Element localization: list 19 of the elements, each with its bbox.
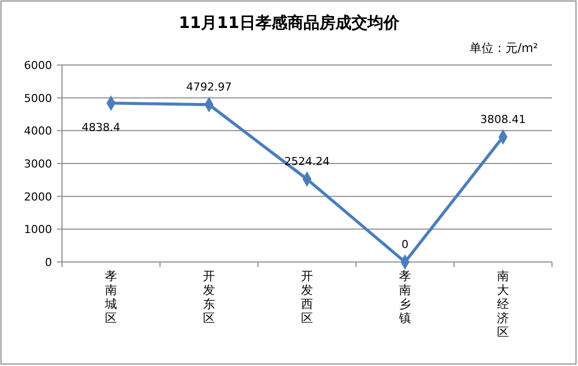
y-tick-label: 2000 — [24, 190, 52, 204]
data-label: 4838.4 — [82, 121, 120, 134]
x-tick-label: 开发东区 — [203, 269, 215, 325]
y-tick-label: 6000 — [24, 59, 52, 72]
y-tick-label: 5000 — [24, 92, 52, 105]
x-tick-label: 南大经济区 — [497, 269, 509, 339]
text: 单位：元/m² — [469, 41, 538, 55]
chart-title: 11月11日孝感商品房成交均价 — [178, 13, 400, 32]
y-tick-label: 1000 — [24, 223, 52, 236]
x-tick-label: 孝南乡镇 — [398, 269, 411, 325]
data-label: 4792.97 — [186, 80, 232, 94]
y-tick-label: 3000 — [24, 158, 52, 170]
x-tick-label: 开发西区 — [301, 269, 313, 325]
x-tick-label: 孝南城区 — [104, 269, 117, 325]
y-tick-label: 4000 — [24, 124, 52, 138]
data-label: 0 — [402, 238, 408, 251]
data-label: 2524.24 — [284, 155, 330, 168]
y-tick-label: 0 — [45, 256, 52, 269]
data-label: 3808.41 — [480, 112, 526, 126]
